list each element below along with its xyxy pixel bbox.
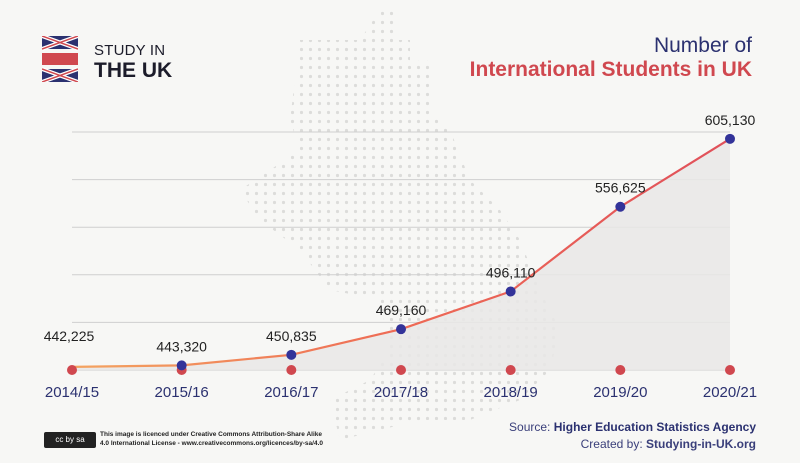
source-name: Higher Education Statistics Agency: [553, 420, 756, 434]
data-label: 443,320: [156, 338, 207, 354]
created-label: Created by:: [580, 437, 643, 451]
data-label: 605,130: [705, 112, 756, 128]
data-point: [176, 360, 187, 371]
title-line2: International Students in UK: [469, 58, 752, 81]
x-tick-label: 2019/20: [593, 384, 647, 401]
brand-line2: THE UK: [94, 59, 173, 82]
area-fill: [72, 138, 730, 370]
data-label: 442,225: [44, 328, 95, 344]
axis-tick-dot: [286, 365, 297, 375]
source-note: Source: Higher Education Statistics Agen…: [509, 420, 756, 434]
created-name: Studying-in-UK.org: [646, 437, 756, 451]
axis-tick-dot: [396, 365, 406, 375]
source-label: Source:: [509, 420, 551, 434]
created-by-note: Created by: Studying-in-UK.org: [581, 437, 756, 451]
x-tick-label: 2018/19: [484, 384, 538, 401]
data-point: [725, 133, 735, 144]
x-tick-label: 2020/21: [703, 384, 757, 401]
title-line1: Number of: [653, 34, 752, 57]
data-point: [396, 324, 406, 335]
data-label: 450,835: [266, 328, 317, 344]
axis-tick-dot: [505, 365, 516, 375]
brand-line1: STUDY IN: [94, 42, 166, 59]
axis-tick-dot: [67, 365, 77, 375]
axis-tick-dot: [725, 365, 735, 375]
x-tick-label: 2016/17: [264, 384, 318, 401]
axis-tick-dot: [615, 365, 626, 375]
cc-license-badge: cc by sa: [44, 432, 96, 448]
data-point: [286, 349, 297, 360]
license-text: This image is licenced under Creative Co…: [100, 431, 324, 447]
x-tick-label: 2014/15: [45, 384, 99, 401]
data-point: [505, 286, 516, 297]
data-label: 556,625: [595, 180, 646, 196]
x-tick-label: 2017/18: [374, 384, 428, 401]
data-point: [615, 201, 626, 212]
x-tick-label: 2015/16: [155, 384, 209, 401]
data-label: 496,110: [486, 264, 536, 280]
union-jack-icon: [42, 36, 78, 82]
data-label: 469,160: [376, 302, 427, 318]
